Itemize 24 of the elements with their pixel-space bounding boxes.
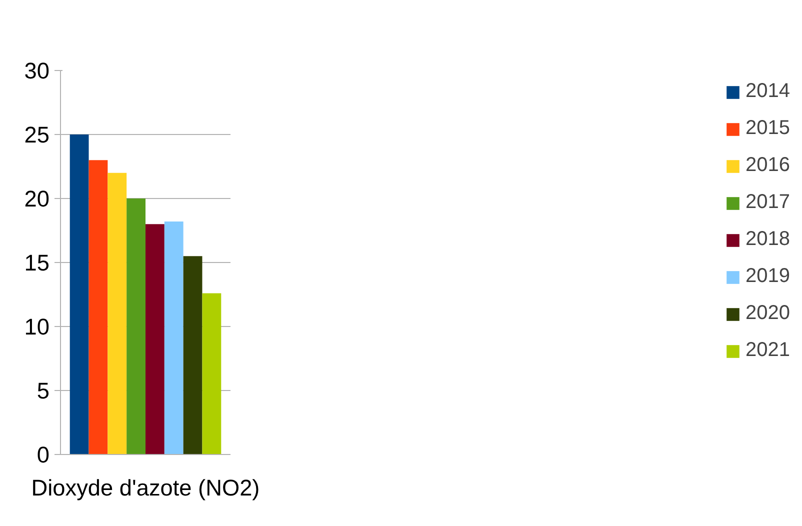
legend-label: 2020 <box>746 302 790 325</box>
bar <box>183 256 202 454</box>
bar <box>202 293 222 454</box>
y-tick-label: 15 <box>24 250 50 276</box>
legend-label: 2018 <box>746 228 790 251</box>
x-tick-label: Dioxyde d'azote (NO2) <box>31 474 260 500</box>
bar <box>146 224 164 454</box>
legend-label: 2019 <box>746 265 790 288</box>
bar <box>88 160 108 454</box>
y-tick-label: 5 <box>36 378 50 404</box>
y-tick-label: 10 <box>24 314 50 340</box>
legend-label: 2014 <box>746 80 790 103</box>
bar <box>164 222 184 454</box>
y-tick-label: 25 <box>24 122 50 148</box>
y-tick-label: 0 <box>36 442 50 468</box>
bar <box>126 198 146 454</box>
legend-label: 2021 <box>746 339 790 362</box>
legend-label: 2017 <box>746 191 790 214</box>
legend-label: 2015 <box>746 117 790 140</box>
legend-label: 2016 <box>746 154 790 177</box>
y-tick-label: 20 <box>24 186 50 212</box>
y-tick-label: 30 <box>24 58 50 84</box>
bar <box>108 172 127 454</box>
bar <box>70 134 89 454</box>
